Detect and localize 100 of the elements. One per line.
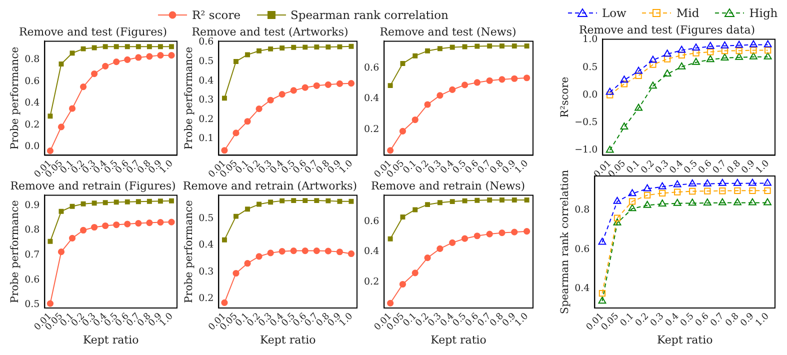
y-tick-label: 0.2 (24, 119, 40, 130)
point (278, 91, 286, 98)
point (399, 280, 406, 288)
point (58, 124, 65, 130)
point (232, 270, 240, 277)
x-tick-label: 0.1 (618, 312, 636, 329)
point (80, 84, 87, 90)
point (523, 228, 530, 235)
y-tick-label: 0.8 (24, 224, 40, 236)
point (764, 46, 772, 54)
point (425, 48, 430, 54)
point (80, 201, 86, 206)
point (326, 44, 331, 50)
x-tick-label: 1.0 (158, 158, 176, 176)
point (168, 218, 175, 226)
point (735, 52, 744, 60)
x-tick-label: 0.2 (634, 312, 652, 329)
point (474, 79, 480, 86)
point (146, 53, 153, 60)
point (643, 200, 652, 208)
point (400, 214, 406, 220)
point (664, 56, 671, 62)
point (70, 50, 75, 56)
point (706, 55, 714, 62)
point (244, 118, 251, 125)
y-tick-label: 0.6 (24, 274, 40, 286)
point (688, 198, 696, 206)
point (424, 101, 431, 108)
x-tick-label: 0.6 (694, 311, 712, 329)
point (256, 106, 262, 112)
chart-title: Remove and test (Figures) (18, 25, 168, 38)
point (388, 236, 393, 242)
point (158, 44, 163, 50)
point (692, 58, 700, 65)
y-axis-title: Probe performance (183, 46, 196, 150)
point (58, 208, 64, 214)
point (450, 44, 455, 50)
point (436, 245, 444, 252)
legend-label: High (749, 6, 778, 20)
point (620, 76, 628, 83)
point (643, 184, 652, 192)
y-tick-label: 0.8 (24, 54, 40, 66)
y-tick-label: 0.3 (198, 94, 214, 106)
point (613, 218, 622, 226)
point (678, 52, 685, 59)
point (92, 200, 97, 206)
point (256, 253, 262, 260)
point (234, 59, 238, 64)
x-tick-label: 0.1 (625, 158, 642, 176)
point (336, 248, 344, 256)
legend-label: Mid (676, 6, 700, 20)
point (658, 199, 666, 206)
point (707, 48, 714, 56)
y-tick-label: 0.0 (582, 89, 598, 100)
point (628, 198, 636, 205)
point (146, 198, 152, 204)
point (46, 300, 54, 307)
point (461, 235, 468, 242)
y-tick-label: 0.2 (198, 293, 214, 304)
point (512, 43, 517, 48)
point (733, 178, 742, 186)
point (91, 224, 98, 231)
point (135, 54, 142, 61)
point (720, 53, 729, 60)
point (221, 299, 228, 306)
point (511, 75, 518, 82)
point (736, 47, 742, 54)
y-tick-label: 0.4 (364, 246, 380, 258)
y-tick-label: 0.0 (24, 140, 40, 152)
point (313, 82, 320, 89)
point (486, 77, 493, 84)
chart-title: Remove and test (Artworks) (192, 25, 348, 38)
point (136, 199, 141, 204)
legend-label: Low (602, 6, 626, 20)
point (399, 128, 406, 134)
point (720, 41, 729, 48)
point (68, 105, 76, 112)
point (337, 198, 342, 204)
point (337, 44, 342, 50)
point (692, 44, 700, 51)
x-axis-title: Kept ratio (260, 333, 316, 346)
point (749, 187, 756, 194)
point (387, 147, 394, 154)
point (412, 270, 418, 276)
point (750, 46, 757, 54)
point (764, 187, 771, 194)
y-tick-label: 0.4 (198, 75, 214, 86)
point (388, 83, 393, 88)
point (267, 96, 274, 104)
x-axis-title: Kept ratio (656, 333, 714, 346)
point (634, 66, 643, 74)
point (511, 228, 518, 236)
legend-label: R² score (192, 8, 240, 22)
point (703, 179, 712, 186)
y-axis-title: Spearman rank correlation (559, 170, 572, 314)
point (48, 238, 53, 244)
point (348, 250, 355, 258)
point (348, 198, 354, 204)
point (291, 198, 296, 204)
point (462, 198, 468, 204)
